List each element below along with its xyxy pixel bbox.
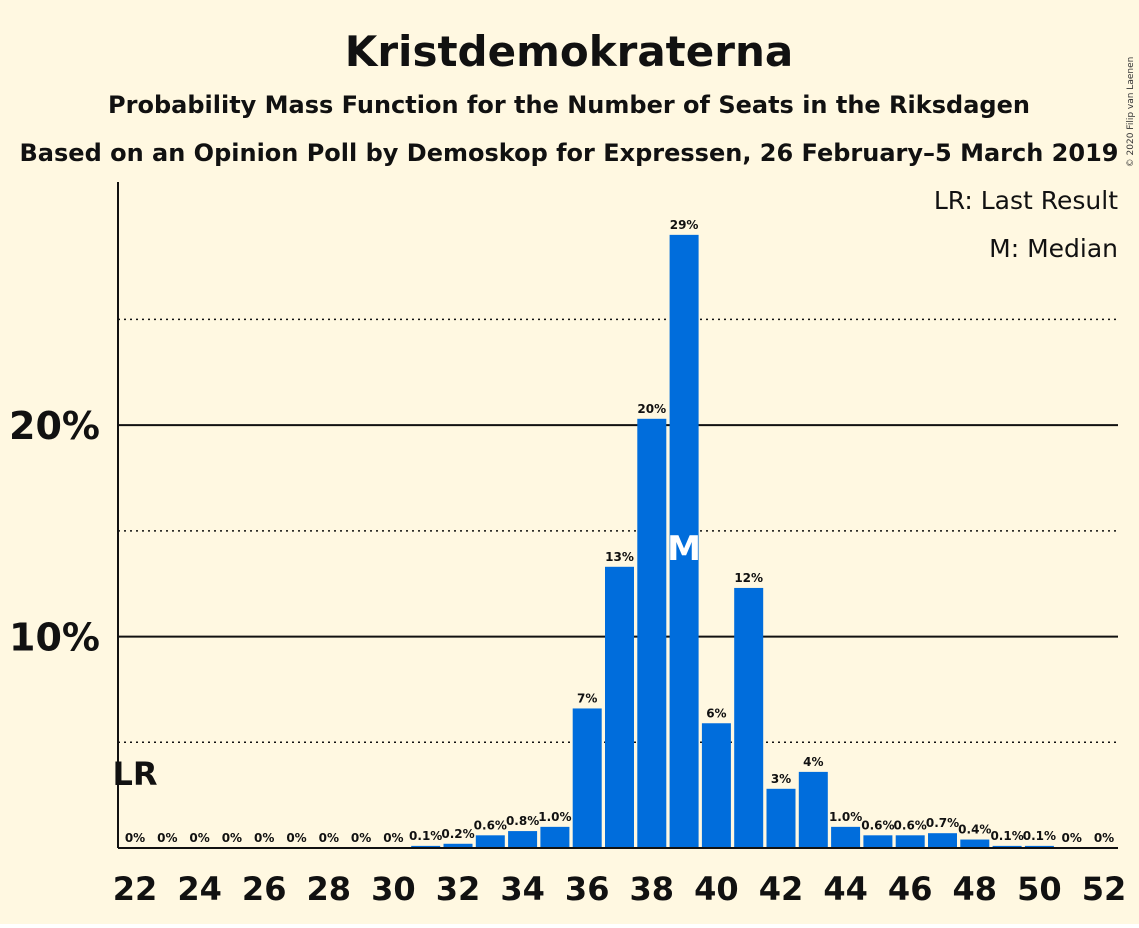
bar-seat-45 bbox=[863, 835, 893, 848]
markers: LR M bbox=[112, 529, 701, 793]
y-tick-label: 20% bbox=[9, 404, 100, 448]
legend-median: M: Median bbox=[989, 234, 1118, 263]
bar-seat-48 bbox=[960, 839, 990, 848]
bar-seat-46 bbox=[895, 835, 925, 848]
chart-title: Kristdemokraterna bbox=[345, 27, 793, 76]
bar-label-seat-23: 0% bbox=[157, 831, 177, 845]
bar-seat-47 bbox=[928, 833, 957, 848]
x-tick-label: 44 bbox=[823, 870, 868, 908]
x-tick-label: 28 bbox=[307, 870, 352, 908]
bar-label-seat-36: 7% bbox=[577, 691, 597, 705]
bar-seat-35 bbox=[540, 826, 570, 848]
bar-label-seat-41: 12% bbox=[734, 571, 763, 585]
bar-label-seat-22: 0% bbox=[125, 831, 145, 845]
bar-label-seat-50: 0.1% bbox=[1023, 829, 1056, 843]
bar-seat-43 bbox=[798, 771, 828, 848]
bar-seat-39 bbox=[669, 234, 699, 848]
bar-seat-31 bbox=[411, 845, 441, 848]
bar-seat-49 bbox=[992, 845, 1022, 848]
x-tick-label: 40 bbox=[694, 870, 739, 908]
bar-label-seat-51: 0% bbox=[1062, 831, 1082, 845]
bar-seat-32 bbox=[443, 843, 473, 848]
median-marker: M bbox=[667, 529, 701, 569]
bar-label-seat-37: 13% bbox=[605, 550, 634, 564]
legend-last-result: LR: Last Result bbox=[934, 186, 1118, 215]
x-tick-label: 46 bbox=[888, 870, 933, 908]
bar-label-seat-29: 0% bbox=[351, 831, 371, 845]
bar-label-seat-48: 0.4% bbox=[958, 823, 991, 837]
x-tick-label: 24 bbox=[177, 870, 222, 908]
x-tick-label: 50 bbox=[1017, 870, 1062, 908]
bar-label-seat-49: 0.1% bbox=[990, 829, 1023, 843]
bar-label-seat-32: 0.2% bbox=[441, 827, 474, 841]
bar-label-seat-47: 0.7% bbox=[926, 816, 959, 830]
bar-seat-34 bbox=[508, 831, 538, 848]
bar-seat-37 bbox=[605, 566, 634, 848]
bar-label-seat-25: 0% bbox=[222, 831, 242, 845]
bar-label-seat-31: 0.1% bbox=[409, 829, 442, 843]
bar-label-seat-33: 0.6% bbox=[474, 818, 507, 832]
y-axis: 10% 20% bbox=[9, 182, 119, 848]
chart-subtitle-2: Based on an Opinion Poll by Demoskop for… bbox=[20, 139, 1119, 167]
bar-label-seat-46: 0.6% bbox=[894, 818, 927, 832]
chart-subtitle: Probability Mass Function for the Number… bbox=[108, 91, 1030, 119]
bar-label-seat-28: 0% bbox=[319, 831, 339, 845]
bar-seat-33 bbox=[475, 835, 505, 848]
bar-label-seat-45: 0.6% bbox=[861, 818, 894, 832]
bar-label-seat-26: 0% bbox=[254, 831, 274, 845]
bar-label-seat-24: 0% bbox=[189, 831, 209, 845]
bar-label-seat-27: 0% bbox=[286, 831, 306, 845]
bar-label-seat-42: 3% bbox=[771, 772, 791, 786]
last-result-marker: LR bbox=[112, 755, 157, 793]
y-tick-label: 10% bbox=[9, 616, 100, 660]
bars bbox=[411, 234, 1054, 848]
x-tick-label: 30 bbox=[371, 870, 416, 908]
bar-label-seat-39: 29% bbox=[670, 218, 699, 232]
x-tick-label: 42 bbox=[759, 870, 804, 908]
bar-label-seat-44: 1.0% bbox=[829, 810, 862, 824]
copyright-text: © 2020 Filip van Laenen bbox=[1126, 57, 1136, 168]
bar-seat-38 bbox=[637, 418, 667, 848]
bar-label-seat-40: 6% bbox=[706, 706, 726, 720]
x-tick-label: 36 bbox=[565, 870, 610, 908]
x-axis: 22 24 26 28 30 32 34 36 38 40 42 44 46 48 50 52 bbox=[113, 847, 1127, 908]
x-tick-label: 38 bbox=[630, 870, 675, 908]
bar-label-seat-34: 0.8% bbox=[506, 814, 539, 828]
bar-label-seat-43: 4% bbox=[803, 755, 823, 769]
x-tick-label: 34 bbox=[500, 870, 545, 908]
bar-seat-40 bbox=[701, 723, 731, 848]
x-tick-label: 22 bbox=[113, 870, 158, 908]
bar-label-seat-38: 20% bbox=[637, 402, 666, 416]
x-tick-label: 48 bbox=[953, 870, 998, 908]
x-tick-label: 32 bbox=[436, 870, 481, 908]
bar-seat-41 bbox=[734, 587, 764, 848]
bar-label-seat-52: 0% bbox=[1094, 831, 1114, 845]
bar-seat-44 bbox=[831, 826, 861, 848]
bar-label-seat-30: 0% bbox=[383, 831, 403, 845]
bar-labels: 0% 0% 0% 0% 0% 0% 0% 0% 0% 0.1% 0.2%0.6% 0.8% 1.0%7%… bbox=[125, 218, 1114, 845]
x-tick-label: 52 bbox=[1082, 870, 1127, 908]
bar-seat-42 bbox=[766, 788, 796, 848]
bar-label-seat-35: 1.0% bbox=[538, 810, 571, 824]
bar-seat-50 bbox=[1024, 845, 1054, 848]
bar-seat-36 bbox=[572, 708, 602, 848]
x-tick-label: 26 bbox=[242, 870, 287, 908]
